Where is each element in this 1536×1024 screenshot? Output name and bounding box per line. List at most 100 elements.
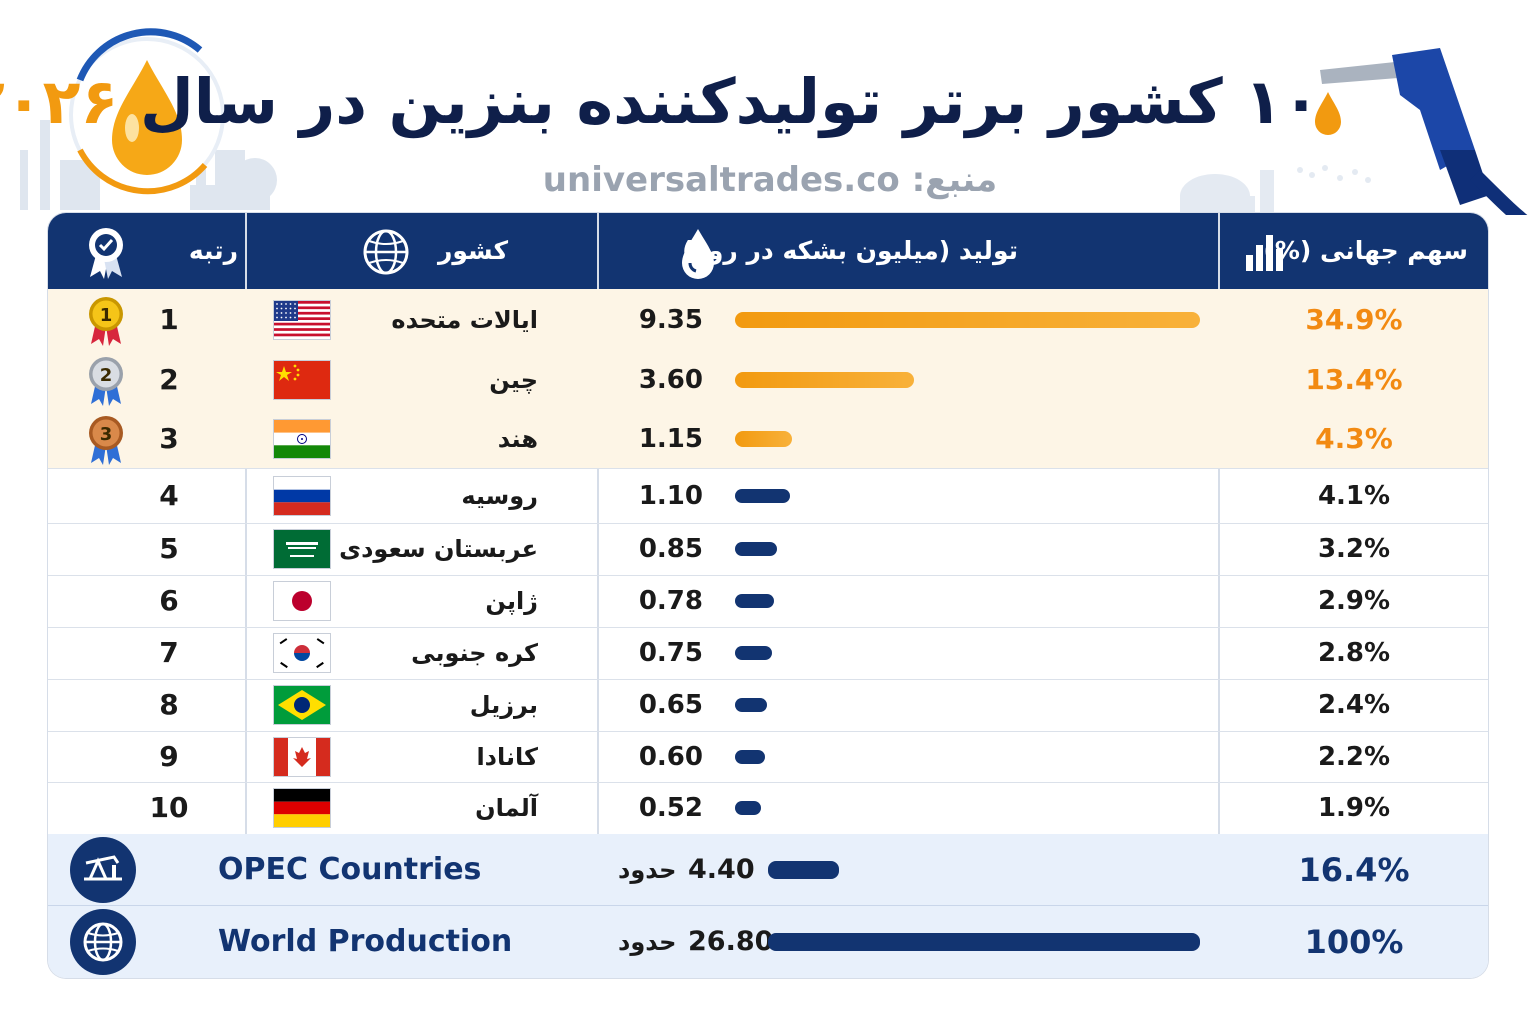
table-header: رتبه کشور تولید (میلیون بشکه در روز) سهم… [48, 213, 1488, 289]
rank-cell: 3 [159, 421, 179, 455]
share-value: 2.8% [1317, 638, 1391, 668]
summary-production-value: 4.40 [688, 853, 755, 885]
table-row: 1 1 ایالات متحده 9.35 34.9% [48, 289, 1488, 351]
summary-row: World Production حدود 26.80 100% [48, 906, 1488, 978]
header: ۱۰ کشور برتر تولیدکننده بنزین در سال ۲۰۲… [0, 0, 1536, 215]
title-main: ۱۰ کشور برتر تولیدکننده بنزین در سال [139, 65, 1320, 138]
russia-flag [274, 476, 330, 515]
source-label: منبع: [911, 160, 998, 200]
production-value: 0.78 [638, 586, 703, 616]
rank-cell: 1 [159, 302, 179, 336]
production-value: 0.65 [638, 690, 703, 720]
country-name: ژاپن [485, 587, 538, 615]
production-value: 0.75 [638, 638, 703, 668]
summary-label: World Production [218, 924, 513, 959]
production-bar [735, 488, 790, 503]
production-value: 3.60 [638, 364, 703, 395]
rank-cell: 2 [159, 362, 179, 396]
header-country: کشور [437, 236, 508, 265]
globe-icon [70, 909, 136, 975]
table-row: 8 برزیل 0.65 2.4% [48, 679, 1488, 732]
saudi-flag [274, 530, 330, 568]
country-name: ایالات متحده [391, 305, 538, 334]
header-production: تولید (میلیون بشکه در روز) [682, 236, 1018, 265]
india-flag [274, 419, 330, 458]
share-value: 2.4% [1317, 690, 1391, 720]
rank-cell: 7 [159, 636, 179, 669]
table-row: 4 روسیه 1.10 4.1% [48, 468, 1488, 524]
rank-cell: 5 [159, 532, 179, 565]
share-value: 13.4% [1305, 362, 1403, 396]
summary-row: OPEC Countries حدود 4.40 16.4% [48, 834, 1488, 906]
share-value: 2.9% [1317, 586, 1391, 616]
bronze-medal-icon: 3 [86, 413, 126, 465]
production-bar [735, 646, 773, 660]
source-value: universaltrades.co [542, 160, 900, 200]
table-row: 5 عربستان سعودی 0.85 3.2% [48, 523, 1488, 576]
approx-label: حدود [618, 928, 677, 956]
header-rank: رتبه [188, 236, 238, 265]
country-name: چین [489, 365, 538, 394]
small-drop-icon [1315, 92, 1341, 135]
south-korea-flag [274, 634, 330, 672]
ribbon-medal-icon [89, 228, 123, 279]
source-line: منبع: universaltrades.co [500, 156, 1040, 204]
us-flag [274, 300, 330, 339]
production-bar [735, 698, 768, 712]
drop-header-icon [682, 229, 714, 279]
svg-text:2: 2 [100, 365, 113, 386]
production-bar [735, 594, 774, 608]
globe-header-icon [363, 229, 409, 275]
country-name: عربستان سعودی [339, 535, 538, 563]
share-value: 2.2% [1317, 741, 1391, 772]
table-row: 7 کره جنوبی 0.75 2.8% [48, 627, 1488, 680]
header-share: سهم جهانی (%) [1263, 236, 1468, 265]
share-value: 34.9% [1305, 302, 1403, 336]
page-title: ۱۰ کشور برتر تولیدکننده بنزین در سال ۲۰۲… [0, 52, 1320, 152]
fuel-nozzle-icon [1320, 48, 1528, 215]
production-table: رتبه کشور تولید (میلیون بشکه در روز) سهم… [48, 213, 1488, 978]
oil-drop-emblem-icon [69, 28, 225, 195]
share-value: 4.3% [1315, 421, 1393, 455]
summary-label: OPEC Countries [218, 851, 482, 887]
summary-share-value: 16.4% [1298, 850, 1410, 889]
production-value: 1.10 [638, 480, 703, 511]
production-value: 0.52 [638, 793, 703, 823]
title-year: ۲۰۲۶ [0, 65, 119, 138]
bar-chart-icon [1246, 235, 1283, 271]
silver-medal-icon: 2 [86, 354, 126, 406]
approx-label: حدود [618, 855, 677, 884]
country-name: برزیل [469, 691, 538, 719]
rank-cell: 4 [159, 478, 179, 512]
refinery-skyline-right-icon [1180, 165, 1371, 215]
share-value: 4.1% [1317, 480, 1391, 511]
svg-text:3: 3 [100, 424, 113, 445]
rank-cell: 10 [149, 791, 189, 824]
oil-pump-icon [70, 836, 136, 903]
brazil-flag [274, 686, 330, 724]
production-bar [735, 801, 761, 815]
production-bar [735, 311, 1200, 328]
country-name: هند [497, 424, 538, 453]
table-row: 10 آلمان 0.52 1.9% [48, 782, 1488, 835]
table-row: 9 کانادا 0.60 2.2% [48, 731, 1488, 783]
gold-medal-icon: 1 [86, 294, 126, 346]
rank-cell: 8 [159, 688, 179, 721]
country-name: روسیه [461, 481, 538, 510]
japan-flag [274, 582, 330, 620]
china-flag [274, 360, 330, 399]
production-bar [735, 542, 778, 556]
table-row: 3 3 هند 1.15 4.3% [48, 409, 1488, 469]
country-name: کره جنوبی [411, 639, 538, 667]
summary-production-bar [768, 860, 839, 879]
share-value: 3.2% [1317, 534, 1391, 564]
production-value: 0.60 [638, 741, 703, 772]
svg-text:1: 1 [100, 305, 113, 326]
germany-flag [274, 789, 330, 827]
country-name: کانادا [476, 742, 538, 771]
production-bar [735, 430, 793, 447]
production-value: 0.85 [638, 534, 703, 564]
production-bar [735, 371, 915, 388]
summary-production-bar [768, 933, 1200, 951]
share-value: 1.9% [1317, 793, 1391, 823]
